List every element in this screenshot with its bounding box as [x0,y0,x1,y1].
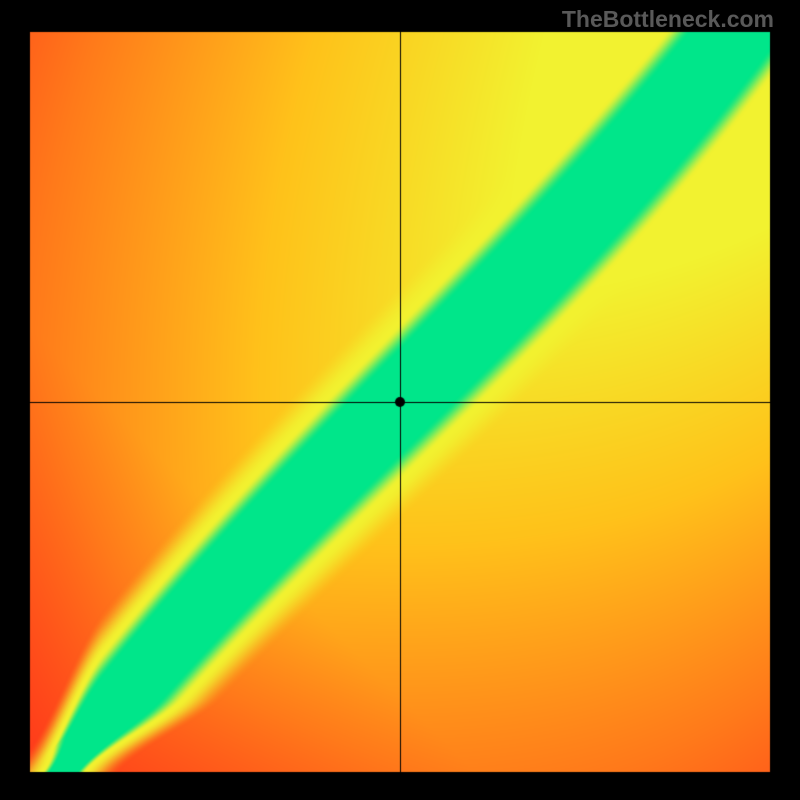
chart-container: TheBottleneck.com [0,0,800,800]
watermark-text: TheBottleneck.com [562,6,774,33]
bottleneck-heatmap [0,0,800,800]
